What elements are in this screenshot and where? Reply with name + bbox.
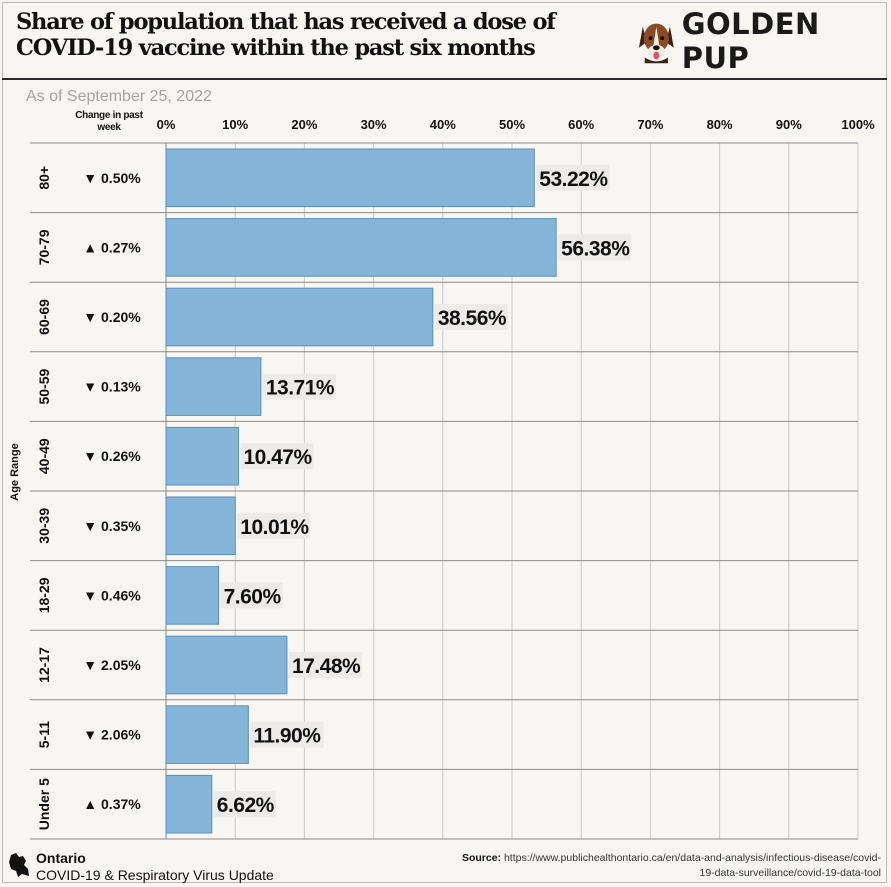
data-label-background	[240, 443, 314, 470]
bar	[165, 426, 239, 486]
data-label-background	[536, 164, 610, 191]
data-label: 17.48%	[292, 655, 361, 678]
change-label: ▼ 0.50%	[83, 170, 141, 186]
bar	[165, 566, 220, 625]
category-label: 12-17	[36, 647, 52, 683]
change-label: ▼ 0.46%	[83, 587, 141, 603]
header: Share of population that has received a …	[0, 0, 891, 78]
category-label: 80+	[36, 166, 52, 190]
x-tick-label: 90%	[776, 117, 802, 132]
bar	[165, 635, 288, 695]
bar	[165, 496, 236, 556]
x-tick-label: 20%	[291, 117, 317, 132]
bar	[165, 774, 213, 834]
data-label: 53.22%	[539, 168, 608, 191]
data-label-background	[250, 721, 324, 748]
x-tick-label: 40%	[430, 117, 456, 132]
category-label: 40-49	[36, 438, 52, 474]
source-note: Source: https://www.publichealthontario.…	[461, 851, 881, 881]
bar	[165, 287, 434, 347]
as-of-date: As of September 25, 2022	[26, 88, 212, 105]
data-label-background	[237, 512, 311, 539]
data-label-background	[558, 234, 632, 261]
change-label: ▼ 2.05%	[83, 657, 141, 673]
ontario-map-icon	[9, 853, 29, 877]
bar	[165, 218, 557, 277]
change-label: ▲ 0.27%	[83, 239, 141, 255]
change-label: ▼ 0.35%	[83, 518, 141, 534]
footer-ontario: Ontario COVID-19 & Respiratory Virus Upd…	[8, 850, 274, 884]
x-tick-label: 100%	[841, 117, 875, 132]
category-label: 70-79	[36, 229, 52, 265]
x-tick-label: 60%	[568, 117, 594, 132]
source-label: Source:	[461, 852, 502, 864]
x-tick-label: 80%	[707, 117, 733, 132]
logo-text: GOLDEN PUP	[681, 7, 820, 75]
x-tick-label: 0%	[157, 117, 176, 132]
chart-title: Share of population that has received a …	[16, 9, 556, 61]
data-label-background	[262, 373, 337, 400]
footer-region: Ontario	[36, 850, 86, 866]
data-label: 13.71%	[266, 377, 335, 400]
bar	[165, 148, 535, 208]
data-label: 7.60%	[224, 585, 282, 608]
data-label-background	[213, 791, 276, 818]
x-tick-label: 30%	[361, 117, 387, 132]
data-label: 10.47%	[243, 446, 312, 469]
x-tick-label: 50%	[499, 117, 525, 132]
category-label: 60-69	[36, 299, 52, 335]
data-label-background	[288, 652, 363, 678]
footer-subtitle: COVID-19 & Respiratory Virus Update	[36, 867, 274, 883]
data-label: 6.62%	[217, 794, 275, 817]
data-label: 56.38%	[561, 237, 630, 260]
change-label: ▼ 0.13%	[83, 379, 141, 395]
category-label: Under 5	[36, 778, 52, 830]
category-label: 5-11	[36, 721, 52, 748]
change-column-header: Change in past week	[75, 110, 143, 133]
change-label: ▲ 0.37%	[83, 796, 141, 812]
category-label: 30-39	[36, 508, 52, 544]
category-label: 18-29	[36, 577, 52, 613]
data-label-background	[220, 582, 283, 609]
x-tick-label: 10%	[222, 117, 248, 132]
dog-icon	[638, 23, 674, 64]
header-rule	[2, 78, 887, 80]
data-label: 10.01%	[240, 516, 309, 539]
bar	[165, 357, 262, 416]
category-label: 50-59	[36, 368, 52, 404]
data-label: 11.90%	[253, 725, 321, 748]
source-url: https://www.publichealthontario.ca/en/da…	[503, 852, 881, 879]
change-label: ▼ 0.26%	[83, 448, 141, 464]
change-label: ▼ 2.06%	[83, 727, 141, 743]
x-tick-label: 70%	[637, 117, 663, 132]
golden-pup-logo: GOLDEN PUP	[637, 7, 891, 75]
data-label-background	[434, 304, 509, 330]
bar	[165, 705, 249, 764]
change-label: ▼ 0.20%	[83, 309, 141, 325]
data-label: 38.56%	[438, 307, 507, 330]
